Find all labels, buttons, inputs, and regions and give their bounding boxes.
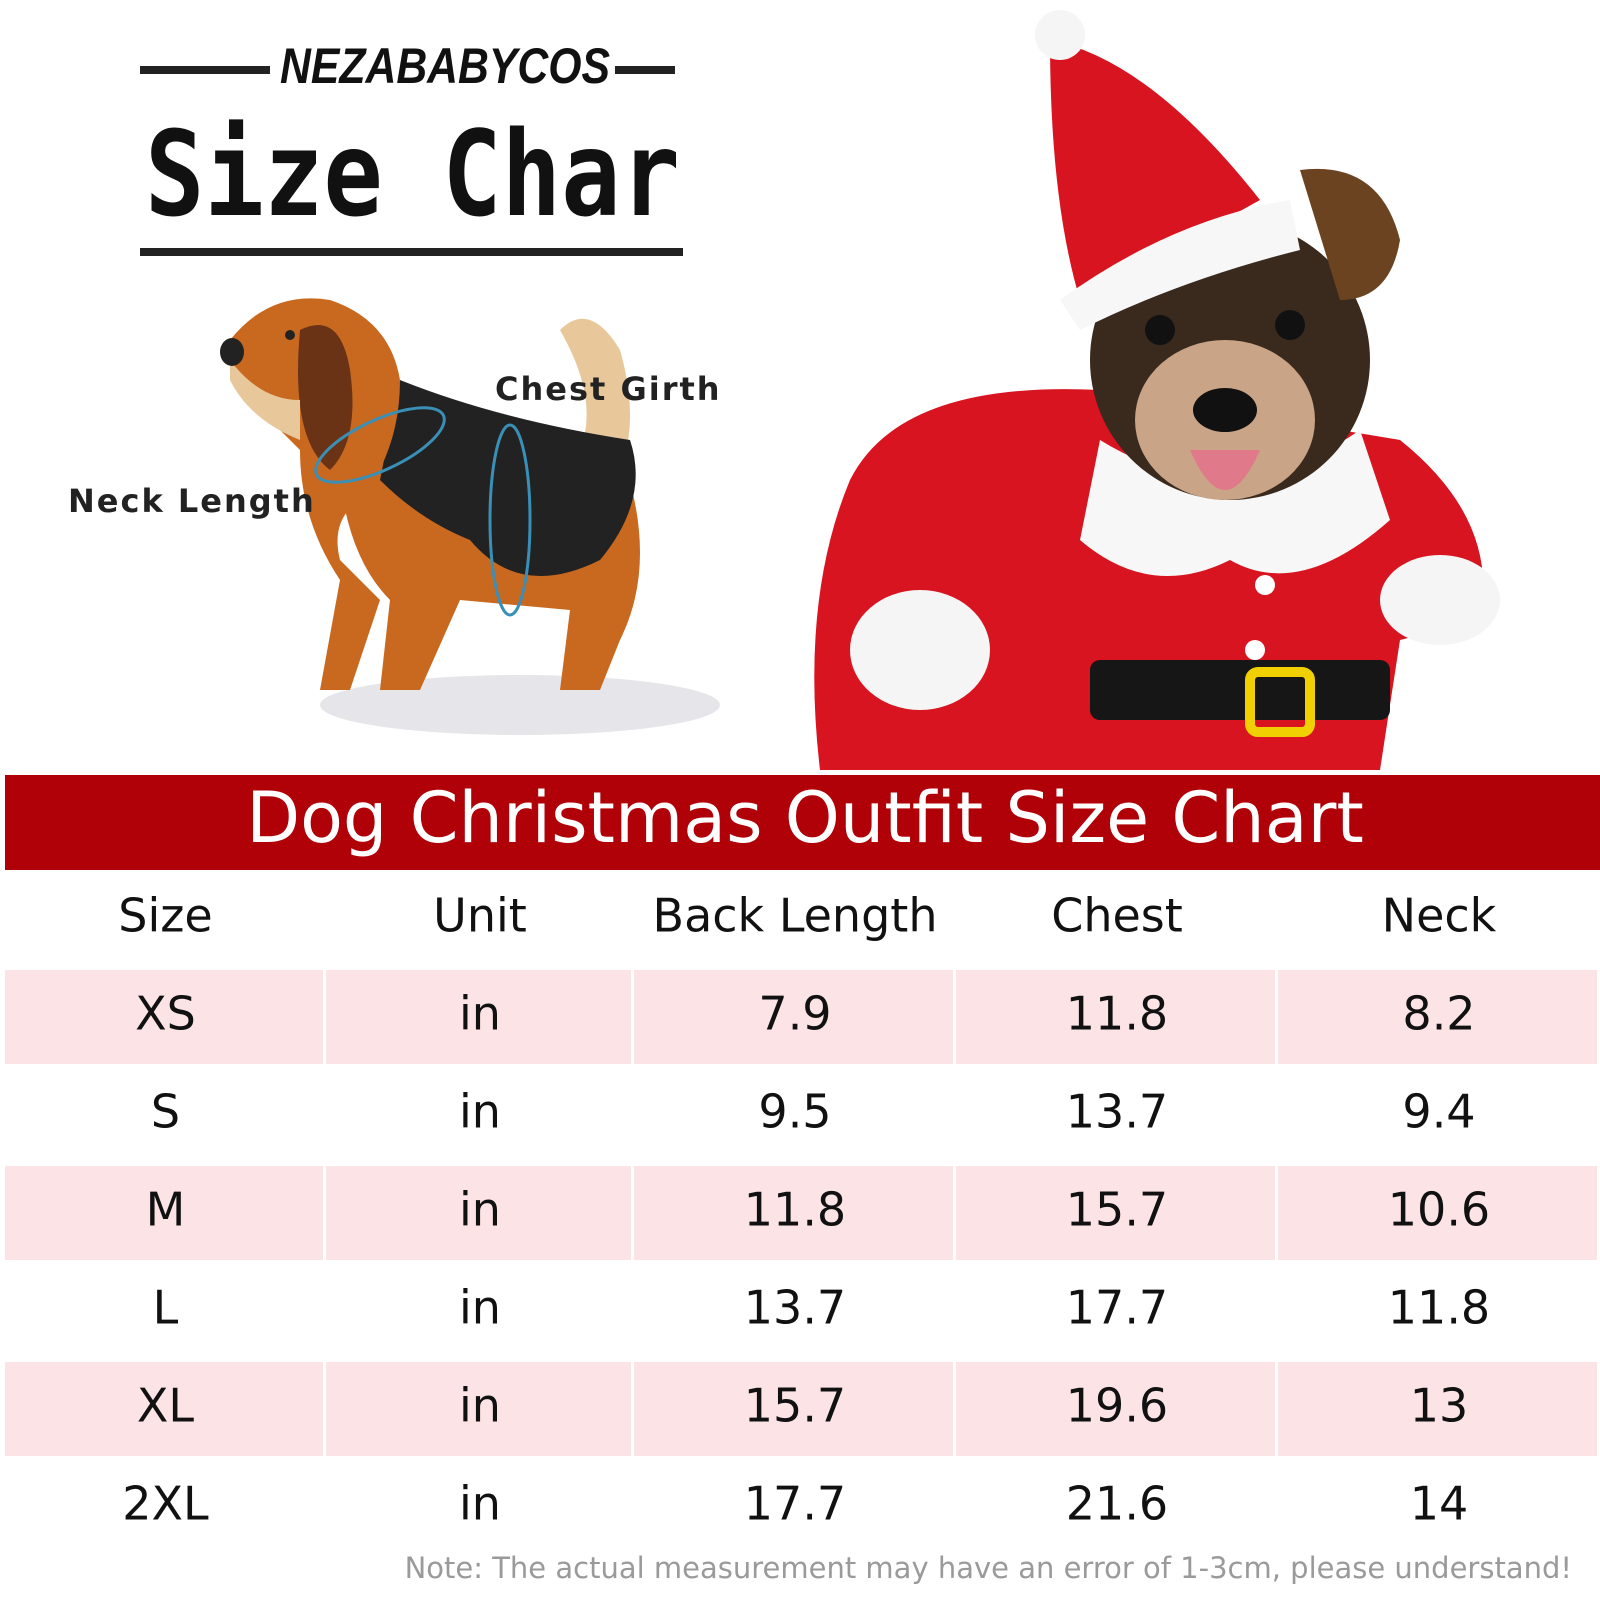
table-cell: XL <box>137 1379 195 1433</box>
row-band <box>5 970 323 1064</box>
dog-photo <box>814 10 1500 770</box>
neck-label: Neck Length <box>68 482 316 520</box>
table-cell: S <box>151 1085 180 1139</box>
table-cell: in <box>459 1085 501 1139</box>
table-cell: in <box>459 1183 501 1237</box>
table-cell: 8.2 <box>1402 987 1475 1041</box>
row-band <box>634 1166 953 1260</box>
table-cell: 2XL <box>122 1477 209 1531</box>
table-cell: 13.7 <box>744 1281 846 1335</box>
table-cell: 13 <box>1410 1379 1469 1433</box>
title: Size Char <box>145 105 680 243</box>
table-cell: 17.7 <box>744 1477 846 1531</box>
table-cell: 17.7 <box>1066 1281 1168 1335</box>
column-header: Back Length <box>653 889 938 943</box>
row-band <box>1278 1166 1597 1260</box>
table-cell: 11.8 <box>1388 1281 1490 1335</box>
row-band <box>956 1166 1275 1260</box>
table-cell: 7.9 <box>758 987 831 1041</box>
row-band <box>956 1362 1275 1456</box>
column-header: Neck <box>1382 889 1497 943</box>
column-header: Size <box>118 889 212 943</box>
banner <box>5 775 1600 870</box>
row-band <box>326 1166 631 1260</box>
table-cell: 15.7 <box>744 1379 846 1433</box>
table-cell: 9.4 <box>1402 1085 1475 1139</box>
row-band <box>634 1362 953 1456</box>
table-cell: 11.8 <box>1066 987 1168 1041</box>
table-cell: in <box>459 987 501 1041</box>
table-cell: in <box>459 1379 501 1433</box>
row-band <box>326 970 631 1064</box>
table-cell: L <box>153 1281 179 1335</box>
table-cell: 9.5 <box>758 1085 831 1139</box>
note: Note: The actual measurement may have an… <box>405 1551 1572 1585</box>
row-band <box>1278 970 1597 1064</box>
column-header: Chest <box>1051 889 1183 943</box>
table-cell: XS <box>135 987 196 1041</box>
banner-title: Dog Christmas Outfit Size Chart <box>246 777 1364 859</box>
row-band <box>5 1362 323 1456</box>
table-cell: M <box>146 1183 186 1237</box>
brand: NEZABABYCOS <box>280 38 610 94</box>
table-cell: 10.6 <box>1388 1183 1490 1237</box>
row-band <box>5 1166 323 1260</box>
size-table: Size Unit Back Length Chest Neck XS in 7.9 11.8 8… <box>5 889 1597 1531</box>
table-cell: 19.6 <box>1066 1379 1168 1433</box>
table-cell: 15.7 <box>1066 1183 1168 1237</box>
table-cell: in <box>459 1477 501 1531</box>
chest-label: Chest Girth <box>495 370 722 408</box>
table-cell: 14 <box>1410 1477 1469 1531</box>
table-cell: 11.8 <box>744 1183 846 1237</box>
table-cell: 21.6 <box>1066 1477 1168 1531</box>
column-header: Unit <box>433 889 527 943</box>
table-cell: 13.7 <box>1066 1085 1168 1139</box>
dog-illustration <box>220 298 720 735</box>
table-cell: in <box>459 1281 501 1335</box>
row-band <box>634 970 953 1064</box>
row-band <box>1278 1362 1597 1456</box>
row-band <box>326 1362 631 1456</box>
row-band <box>956 970 1275 1064</box>
